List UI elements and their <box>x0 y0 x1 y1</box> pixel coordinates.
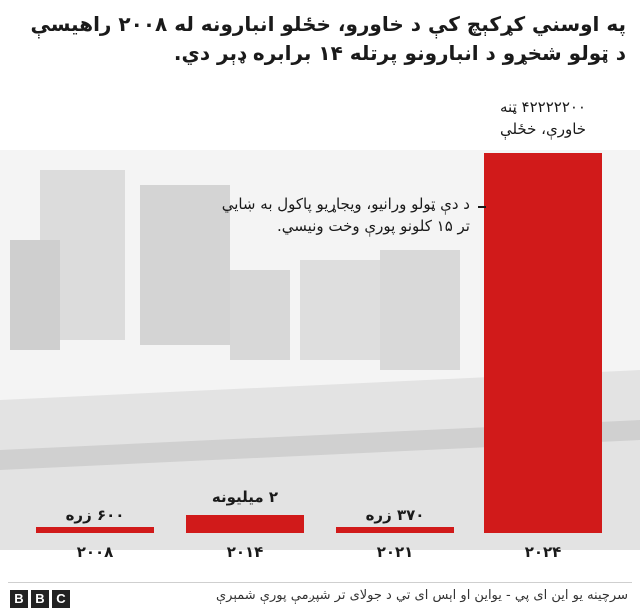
chart-title: په اوسني کړکېچ کې د خاورو، خځلو انبارونه… <box>30 12 626 65</box>
source-note: سرچینه یو این ای پي - یواین او اېس ای تي… <box>216 588 628 603</box>
x-tick-2008: ۲۰۰۸ <box>76 543 114 561</box>
x-tick-2021: ۲۰۲۱ <box>376 543 414 561</box>
bar-0 <box>36 527 154 533</box>
x-tick-2024: ۲۰۲۴ <box>524 543 562 561</box>
footer-divider <box>8 582 632 583</box>
value-label-2021: ۳۷۰ زره <box>365 506 425 524</box>
value-label-2024: ۴۲۲۲۲۲۰۰ ټنه خاورې، خځلې <box>499 98 587 138</box>
bar-1 <box>186 515 304 533</box>
bar-3 <box>484 153 602 533</box>
annotation-text: د دې ټولو ورانيو، ویجاړیو پاکول به ښايي … <box>221 195 470 235</box>
x-tick-2014: ۲۰۱۴ <box>226 543 264 561</box>
value-label-2014: ۲ میلیونه <box>211 488 279 506</box>
bar-2 <box>336 527 454 533</box>
value-label-2008: ۶۰۰ زره <box>65 506 125 524</box>
